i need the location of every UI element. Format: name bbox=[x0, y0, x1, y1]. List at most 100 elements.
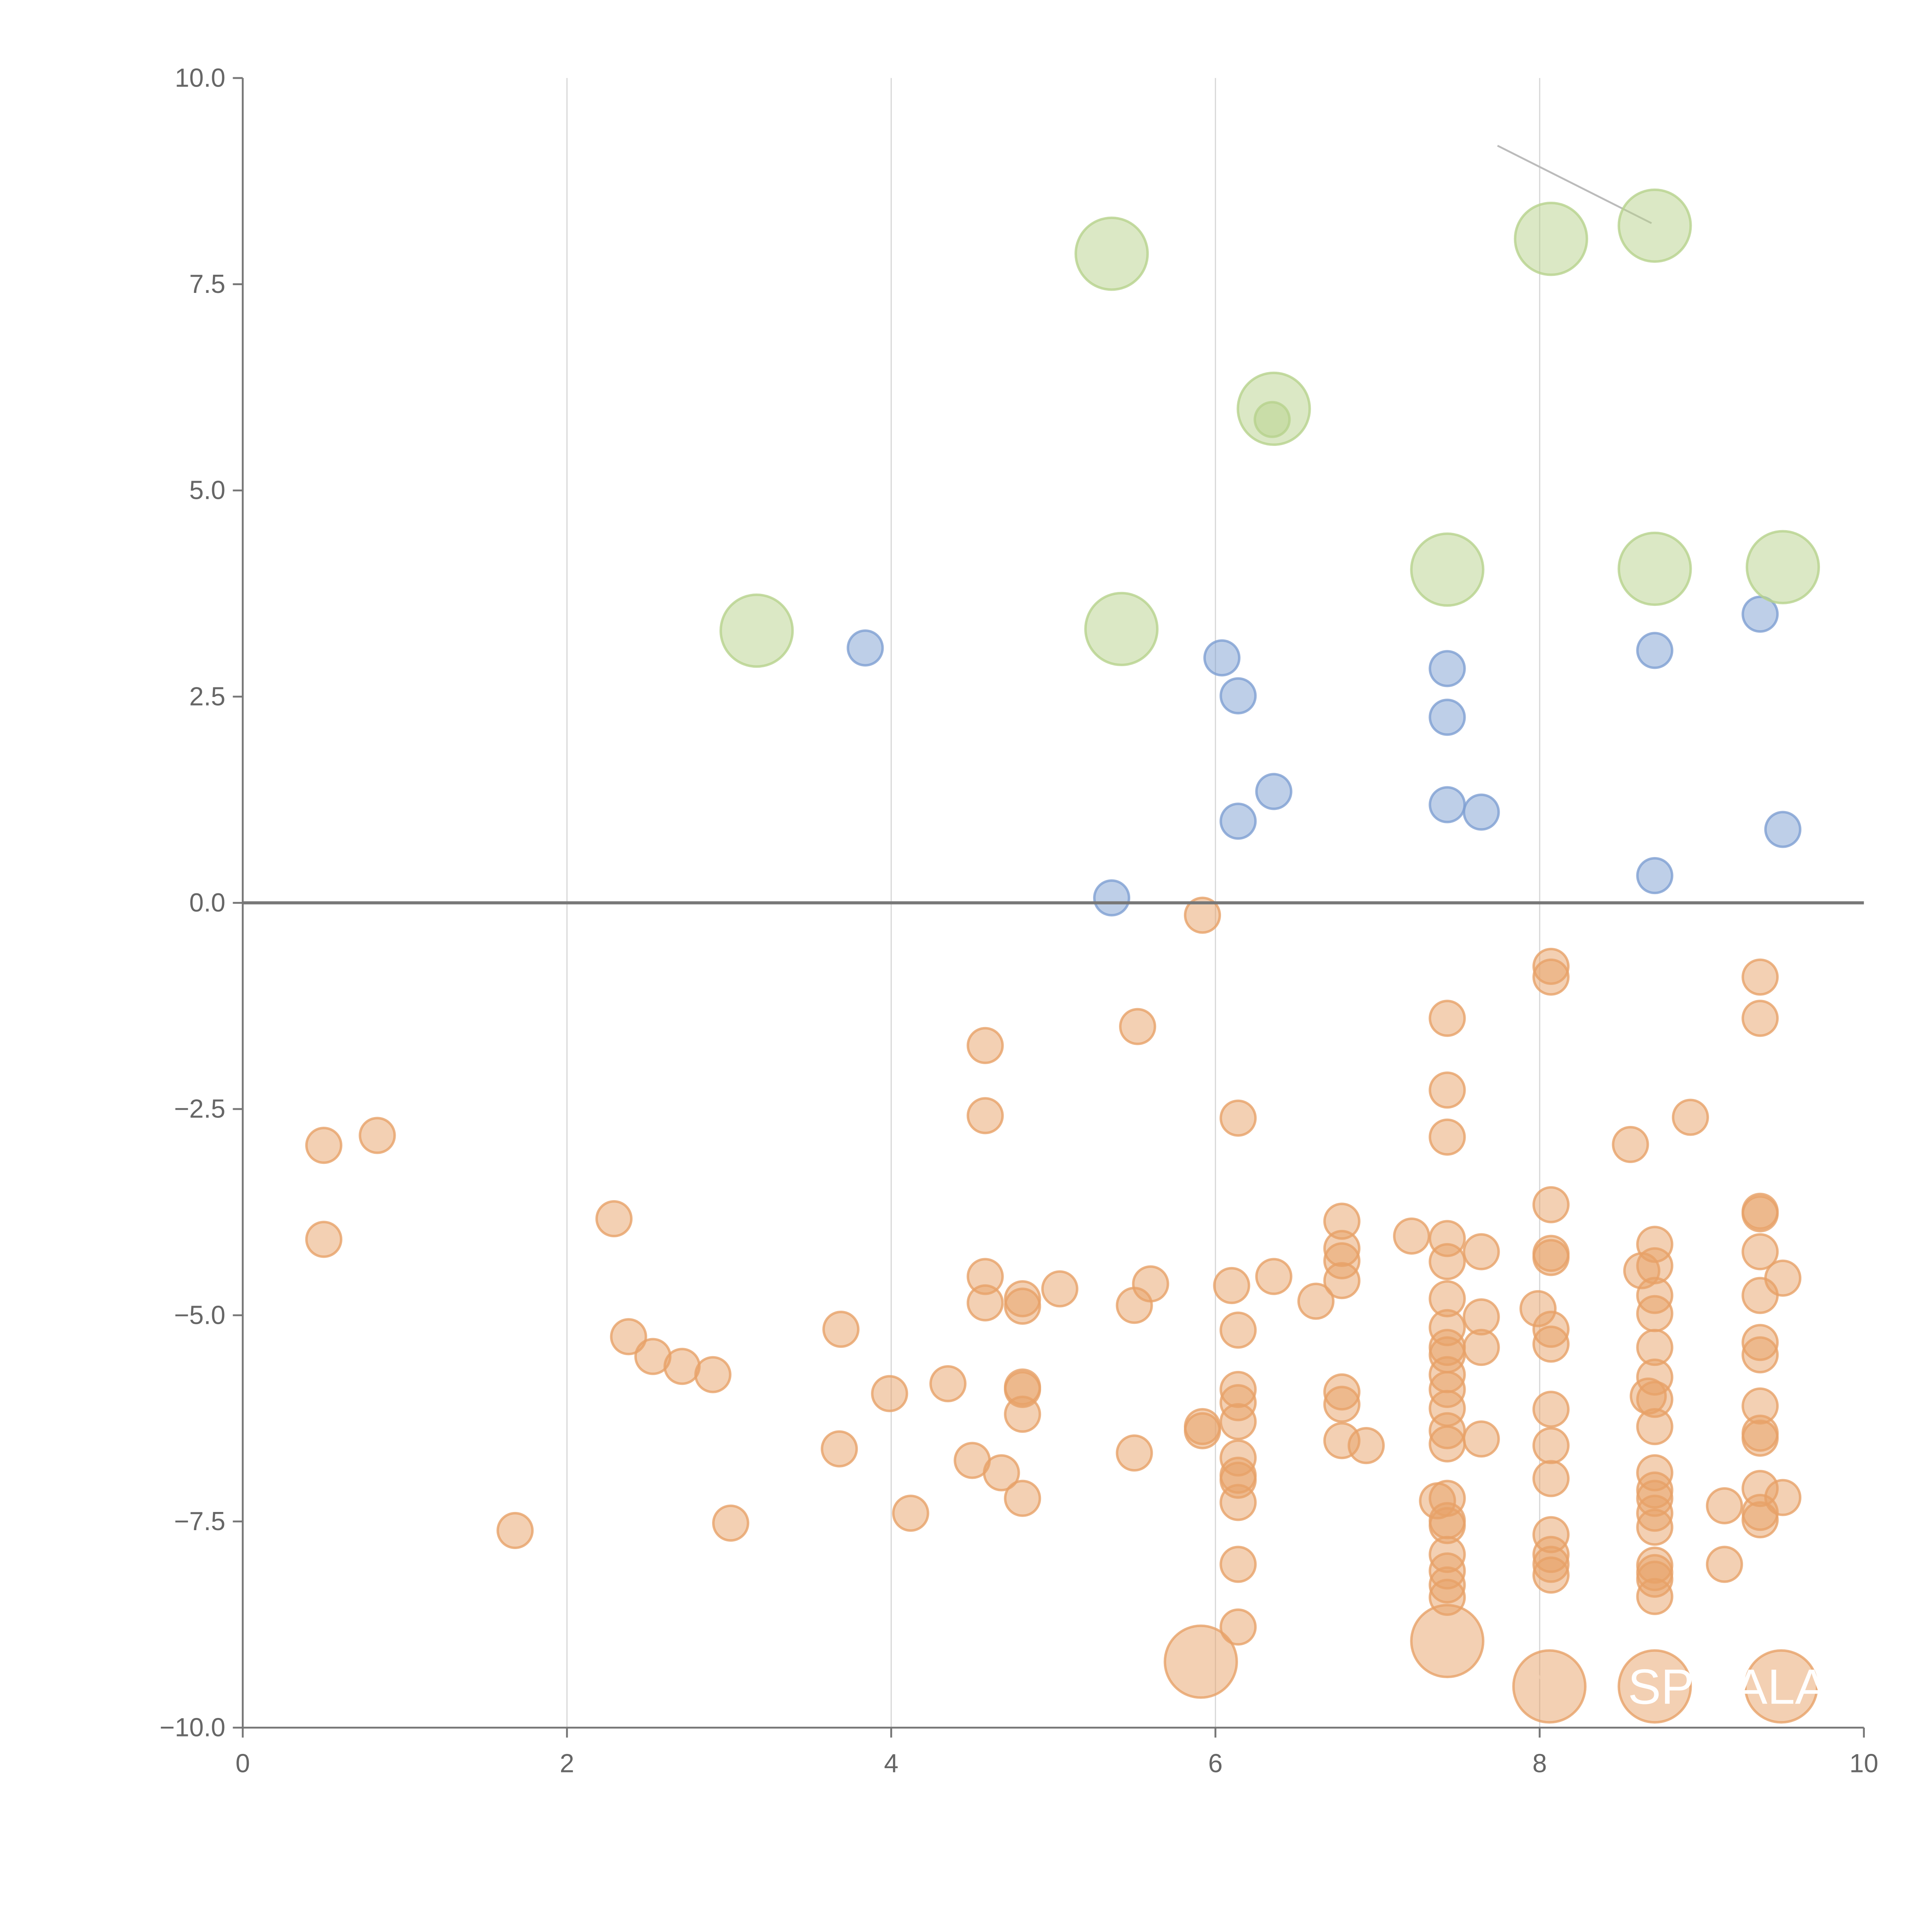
blue-point bbox=[1636, 857, 1673, 895]
orange-point bbox=[1004, 1287, 1041, 1325]
blue-point bbox=[1742, 595, 1779, 633]
orange-point bbox=[1532, 1325, 1570, 1363]
orange-point bbox=[1636, 1509, 1673, 1546]
orange-point bbox=[1463, 1329, 1500, 1366]
orange-point bbox=[1612, 1126, 1649, 1163]
orange-point bbox=[1132, 1265, 1169, 1303]
orange-point bbox=[1004, 1395, 1041, 1433]
orange-point bbox=[305, 1221, 343, 1258]
point-label: ALA bbox=[1735, 1659, 1828, 1714]
orange-point bbox=[1429, 1243, 1466, 1281]
y-tick-label: 2.5 bbox=[189, 682, 226, 711]
orange-point bbox=[694, 1356, 731, 1393]
blue-point bbox=[1429, 786, 1466, 823]
orange-point bbox=[1742, 1501, 1779, 1539]
orange-point bbox=[1393, 1217, 1430, 1255]
y-tick-label: 7.5 bbox=[189, 270, 226, 299]
orange-point bbox=[1323, 1386, 1361, 1423]
orange-point bbox=[1219, 1546, 1257, 1583]
orange-point bbox=[1742, 1233, 1779, 1270]
orange-point bbox=[966, 1027, 1004, 1064]
orange-point bbox=[1119, 1008, 1156, 1045]
orange-point bbox=[1764, 1479, 1802, 1516]
green-point bbox=[1617, 531, 1692, 606]
green-point bbox=[1514, 202, 1588, 276]
orange-point bbox=[871, 1375, 908, 1412]
y-tick-label: −5.0 bbox=[174, 1301, 225, 1330]
orange-point bbox=[663, 1348, 701, 1385]
x-tick-label: 2 bbox=[560, 1749, 574, 1778]
green-point bbox=[1253, 401, 1291, 438]
orange-point bbox=[1184, 1412, 1221, 1449]
orange-point bbox=[929, 1365, 967, 1403]
orange-point bbox=[1764, 1259, 1802, 1297]
y-tick-label: 0.0 bbox=[189, 888, 226, 917]
orange-point bbox=[1219, 1608, 1257, 1646]
y-tick-label: 5.0 bbox=[189, 476, 226, 505]
orange-point bbox=[1532, 1186, 1570, 1223]
green-point bbox=[719, 593, 794, 668]
blue-point bbox=[1636, 632, 1673, 669]
green-point bbox=[1084, 592, 1159, 667]
orange-point bbox=[1219, 1099, 1257, 1137]
blue-point bbox=[1429, 699, 1466, 736]
orange-point bbox=[712, 1504, 750, 1542]
orange-point bbox=[822, 1311, 860, 1348]
orange-point bbox=[1347, 1427, 1385, 1464]
blue-point bbox=[1219, 803, 1257, 840]
blue-point bbox=[1219, 677, 1257, 714]
orange-point bbox=[1219, 1311, 1257, 1349]
orange-point bbox=[1219, 1403, 1257, 1440]
orange-point bbox=[1213, 1267, 1250, 1304]
axes: 10.0 7.5 5.0 2.5 0.0 −2.5 −5.0 −7.5 −10.0 0 2 4 6 8 10 bbox=[160, 63, 1878, 1778]
orange-point bbox=[1429, 1578, 1466, 1616]
blue-point bbox=[847, 629, 884, 667]
blue-point bbox=[1429, 650, 1466, 687]
orange-point bbox=[1532, 958, 1570, 996]
orange-point bbox=[1532, 1427, 1570, 1464]
orange-point bbox=[610, 1318, 647, 1355]
orange-point bbox=[892, 1495, 929, 1532]
x-tick-label: 10 bbox=[1849, 1749, 1878, 1778]
blue-point bbox=[1203, 639, 1241, 677]
orange-point bbox=[1004, 1480, 1041, 1517]
orange-point bbox=[1429, 1071, 1466, 1109]
orange-point bbox=[983, 1454, 1020, 1492]
orange-point bbox=[1532, 1391, 1570, 1428]
orange-point bbox=[1429, 1425, 1466, 1463]
orange-point bbox=[821, 1430, 858, 1468]
orange-point bbox=[305, 1127, 343, 1164]
orange-point bbox=[1706, 1546, 1743, 1583]
orange-point bbox=[966, 1284, 1004, 1321]
blue-point bbox=[1463, 793, 1500, 831]
blue-point bbox=[1093, 879, 1131, 917]
orange-point bbox=[1742, 1000, 1779, 1037]
point-labels: SP ALA bbox=[1628, 1659, 1828, 1714]
orange-point bbox=[496, 1512, 534, 1549]
orange-point bbox=[1617, 1649, 1692, 1724]
y-tick-label: −7.5 bbox=[174, 1507, 225, 1536]
orange-point bbox=[1429, 1000, 1466, 1037]
y-tick-label: −2.5 bbox=[174, 1095, 225, 1124]
orange-point bbox=[1429, 1118, 1466, 1156]
green-point bbox=[1410, 532, 1485, 607]
blue-point bbox=[1764, 811, 1802, 848]
green-point bbox=[1745, 530, 1820, 604]
y-tick-label: 10.0 bbox=[175, 63, 225, 92]
orange-point bbox=[1742, 958, 1779, 996]
blue-point bbox=[1255, 773, 1293, 810]
orange-point bbox=[1636, 1578, 1673, 1615]
orange-point bbox=[1636, 1408, 1673, 1446]
orange-point bbox=[1672, 1099, 1709, 1136]
orange-point bbox=[1744, 1649, 1818, 1724]
point-label: SP bbox=[1628, 1659, 1694, 1714]
green-point bbox=[1074, 216, 1149, 291]
y-tick-label: −10.0 bbox=[160, 1713, 225, 1742]
orange-point bbox=[1532, 1239, 1570, 1276]
orange-point bbox=[1255, 1258, 1293, 1295]
orange-point bbox=[1463, 1233, 1500, 1270]
orange-point bbox=[1532, 1460, 1570, 1497]
orange-point bbox=[1512, 1649, 1587, 1724]
green-point bbox=[1617, 188, 1692, 263]
